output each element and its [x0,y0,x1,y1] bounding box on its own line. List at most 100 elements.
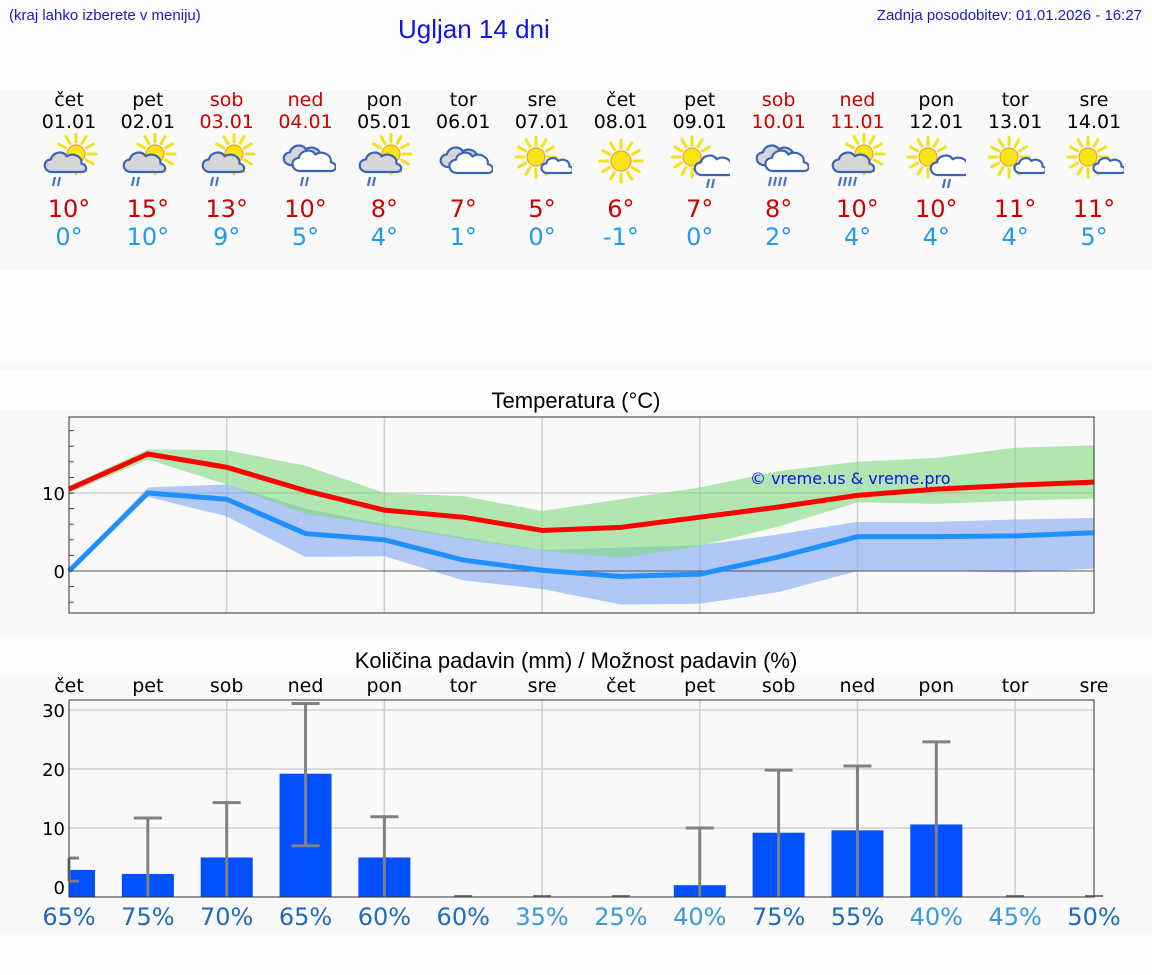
weekday-label: ned [839,675,876,697]
day-name: čet [606,89,636,111]
min-temperature: 0° [528,223,556,251]
max-temperature: 11° [993,195,1037,223]
max-temperature: 7° [686,195,714,223]
day-forecast: sob 10.01 8° 2° [739,89,818,251]
section-divider [0,365,1152,370]
weekday-label: čet [54,675,84,697]
sun-small-cloud-icon [503,133,582,193]
max-temperature: 7° [449,195,477,223]
max-temperature: 15° [126,195,170,223]
weekday-label: sre [527,675,557,697]
overcast-icon [424,133,503,193]
y-tick-label: 20 [42,760,65,781]
sun-icon [581,133,660,193]
daily-forecast-row: čet 01.01 10° 0° pet 02.01 15° 10° sob 03.01 13° 9°… [0,89,1152,269]
watermark: © vreme.us & vreme.pro [750,469,951,488]
day-forecast: čet 08.01 6° -1° [581,89,660,251]
y-tick-label: 0 [54,562,65,583]
precipitation-probability: 40% [909,903,963,931]
precipitation-chart-title: Količina padavin (mm) / Možnost padavin … [354,648,798,673]
day-date: 07.01 [514,111,570,133]
min-temperature: 1° [449,223,477,251]
day-date: 04.01 [278,111,333,133]
min-temperature: 10° [126,223,170,251]
min-temperature: 0° [55,223,83,251]
day-name: tor [449,89,477,111]
location-menu-hint: (kraj lahko izberete v meniju) [9,7,201,24]
day-date: 05.01 [357,111,412,133]
day-date: 06.01 [436,111,491,133]
precipitation-probability: 70% [200,903,254,931]
sun-cloud-rain-icon [30,133,109,193]
y-tick-label: 30 [42,701,65,722]
min-temperature: 4° [370,223,399,251]
weekday-label: čet [606,675,636,697]
min-temperature: 4° [1001,223,1029,251]
day-forecast: čet 01.01 10° 0° [30,89,109,251]
day-name: pon [918,89,955,111]
day-date: 13.01 [987,111,1043,133]
day-forecast: sre 07.01 5° 0° [503,89,582,251]
weekday-label: sre [1079,675,1109,697]
day-forecast: tor 13.01 11° 4° [976,89,1055,251]
y-tick-label: 10 [42,484,65,505]
weekday-label: pon [366,675,403,697]
page-title: Ugljan 14 dni [398,14,550,44]
sun-white-cloud-rain-icon [660,133,739,193]
sun-cloud-rain-icon [187,133,266,193]
precipitation-probability: 60% [436,903,490,931]
day-name: sob [761,89,796,111]
precipitation-probability: 25% [594,903,648,931]
precipitation-probability: 65% [278,903,333,931]
weekday-label: tor [449,675,477,697]
weekday-label: tor [1001,675,1029,697]
min-temperature: -1° [602,223,639,251]
day-name: tor [1001,89,1029,111]
precipitation-probability: 75% [751,903,806,931]
day-date: 11.01 [830,111,885,133]
overcast-heavy-rain-icon [739,133,818,193]
day-name: pon [366,89,403,111]
weekday-label: sob [761,675,796,697]
max-temperature: 10° [915,195,958,223]
day-name: sob [209,89,244,111]
day-forecast: sre 14.01 11° 5° [1055,89,1134,251]
day-forecast: sob 03.01 13° 9° [187,89,266,251]
weekday-label: ned [287,675,324,697]
day-forecast: pet 09.01 7° 0° [660,89,739,251]
precipitation-probability: 40% [673,903,727,931]
day-date: 10.01 [751,111,806,133]
max-temperature: 10° [47,195,91,223]
weekday-label: pon [918,675,955,697]
max-temperature: 11° [1072,195,1116,223]
day-date: 02.01 [120,111,176,133]
max-temperature: 5° [528,195,556,223]
precipitation-probability: 55% [830,903,885,931]
day-name: pet [132,89,164,111]
weekday-label: sob [209,675,244,697]
day-forecast: pon 12.01 10° 4° [897,89,976,251]
day-forecast: tor 06.01 7° 1° [424,89,503,251]
precipitation-probability-labels: 65% 75% 70% 65% 60% 60% 35% 25% 40% 75% 55% 40% 45% 5… [0,903,1152,933]
precipitation-probability: 60% [357,903,412,931]
day-date: 09.01 [672,111,727,133]
day-date: 12.01 [909,111,964,133]
y-tick-label: 0 [54,878,65,899]
overcast-rain-icon [266,133,345,193]
sun-white-cloud-rain-icon [897,133,976,193]
temperature-chart-title: Temperatura (°C) [491,388,661,413]
precipitation-bar [69,869,95,897]
day-forecast: ned 04.01 10° 5° [266,89,345,251]
precipitation-weekday-labels: čet pet sob ned pon tor sre čet pet sob ned pon tor s… [0,675,1152,699]
precipitation-probability: 75% [121,903,175,931]
sun-small-cloud-icon [1055,133,1134,193]
day-date: 03.01 [199,111,254,133]
precipitation-probability: 65% [42,903,96,931]
weekday-label: pet [132,675,164,697]
sun-cloud-rain-icon [108,133,187,193]
sun-cloud-heavy-rain-icon [818,133,897,193]
min-temperature: 9° [213,223,241,251]
day-forecast: pet 02.01 15° 10° [108,89,187,251]
